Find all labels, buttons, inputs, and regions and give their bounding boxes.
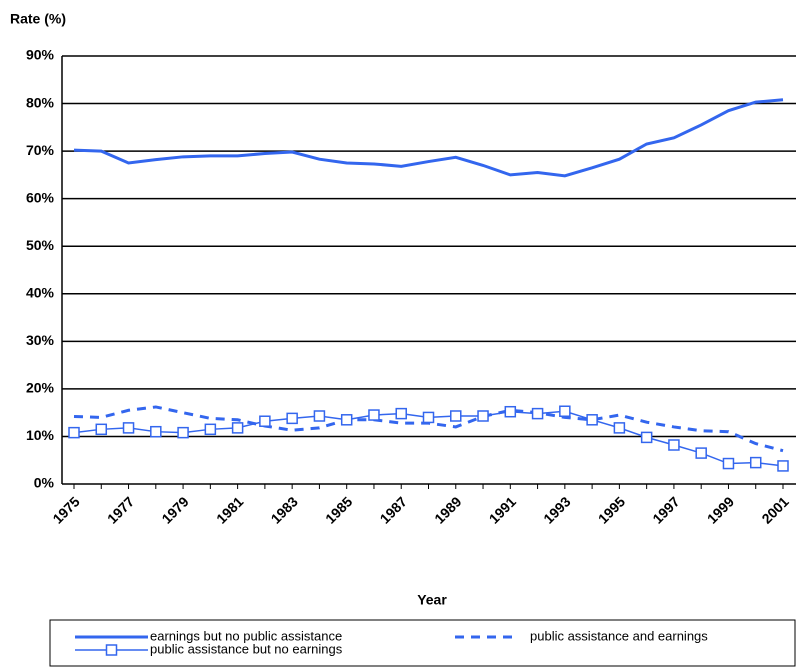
- point-marker: [177, 426, 189, 439]
- y-tick-label: 60%: [26, 189, 55, 205]
- x-tick-label: 1993: [540, 493, 573, 526]
- legend-label: public assistance but no earnings: [150, 641, 343, 656]
- point-marker: [68, 426, 80, 439]
- point-marker: [368, 409, 380, 421]
- y-tick-label: 50%: [26, 237, 55, 253]
- point-marker: [95, 423, 108, 436]
- point-marker: [286, 412, 298, 425]
- x-tick-label: 1989: [431, 493, 464, 526]
- point-marker: [640, 431, 653, 444]
- x-tick-label: 1999: [704, 493, 737, 526]
- point-marker: [559, 405, 571, 417]
- x-tick-label: 1983: [268, 493, 301, 526]
- point-marker: [613, 422, 626, 434]
- point-marker: [695, 447, 707, 459]
- series-line: [73, 98, 784, 178]
- y-tick-label: 10%: [26, 427, 55, 443]
- x-tick-label: 1977: [104, 493, 137, 526]
- point-marker: [777, 460, 789, 472]
- point-marker: [204, 423, 217, 436]
- point-marker: [477, 410, 489, 422]
- x-tick-label: 1981: [213, 493, 246, 526]
- point-marker: [749, 456, 762, 469]
- point-marker: [586, 414, 598, 426]
- x-tick-label: 1975: [49, 493, 82, 526]
- point-marker: [340, 414, 353, 426]
- y-tick-label: 70%: [26, 142, 55, 158]
- x-tick-label: 1995: [595, 493, 628, 526]
- y-tick-label: 80%: [26, 94, 55, 110]
- point-marker: [395, 407, 407, 420]
- point-marker: [668, 439, 680, 451]
- y-tick-label: 30%: [26, 332, 55, 348]
- x-tick-label: 1997: [649, 493, 682, 526]
- point-marker: [122, 422, 135, 434]
- x-tick-label: 1987: [377, 493, 410, 526]
- y-tick-label: 40%: [26, 284, 55, 300]
- x-tick-label: 1985: [322, 493, 355, 526]
- y-tick-label: 90%: [26, 47, 55, 63]
- legend-box: [49, 619, 796, 667]
- legend-label: earnings but no public assistance: [150, 628, 342, 643]
- y-axis-title: Rate (%): [10, 11, 66, 27]
- x-axis-title: Year: [417, 592, 447, 608]
- point-marker: [150, 425, 162, 438]
- point-marker: [504, 405, 517, 418]
- point-marker: [422, 411, 435, 424]
- point-marker: [259, 415, 271, 427]
- y-tick-label: 20%: [26, 380, 55, 396]
- point-marker: [531, 407, 544, 420]
- point-marker: [313, 410, 326, 422]
- point-marker: [722, 457, 735, 470]
- point-marker: [231, 422, 244, 434]
- legend-marker: [105, 644, 118, 656]
- point-marker: [450, 410, 462, 422]
- y-tick-label: 0%: [34, 475, 55, 491]
- legend-label: public assistance and earnings: [530, 628, 708, 643]
- x-tick-label: 1991: [486, 493, 519, 526]
- x-tick-label: 2001: [758, 493, 791, 526]
- x-tick-label: 1979: [158, 493, 191, 526]
